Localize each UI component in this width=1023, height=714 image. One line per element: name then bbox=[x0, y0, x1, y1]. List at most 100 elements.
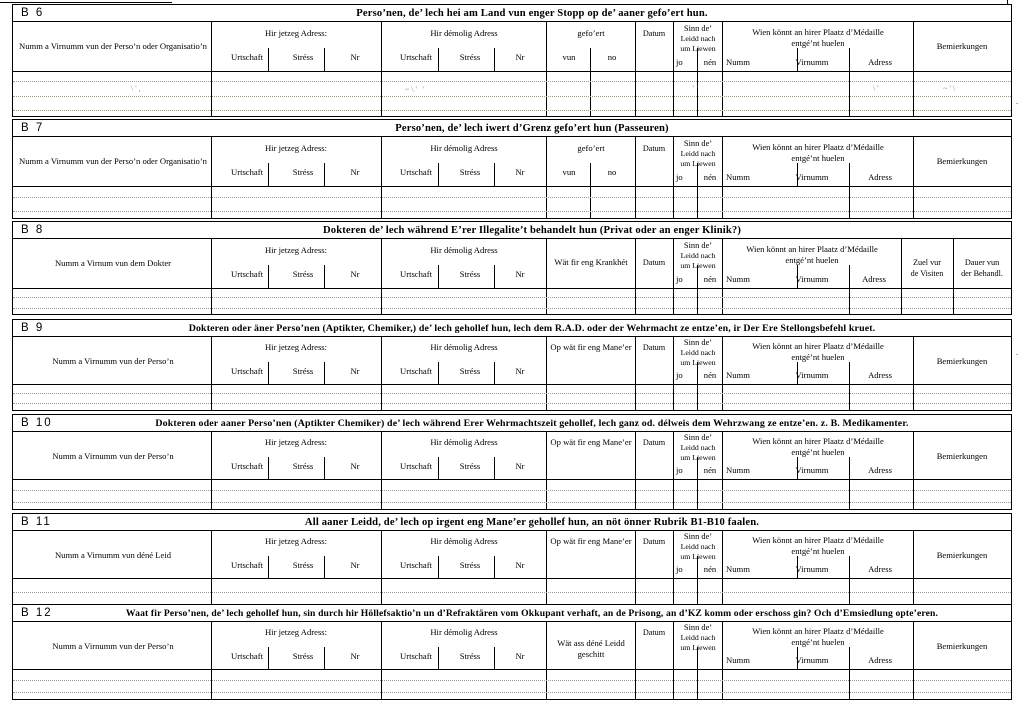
col-locality: Urtschaft bbox=[231, 167, 263, 177]
rule bbox=[635, 137, 636, 186]
medal-line2: entgé’nt huelen bbox=[791, 447, 845, 457]
rule bbox=[494, 48, 495, 71]
col-medal-name: Numm bbox=[726, 172, 750, 182]
section-b11-title-bar: B 11 All aaner Leidd, de’ lech op irgent… bbox=[13, 514, 1011, 531]
section-b8-code: B 8 bbox=[21, 224, 45, 236]
col-street: Stréss bbox=[292, 651, 314, 661]
col-medal-firstname: Virnumm bbox=[795, 172, 829, 182]
medal-line1: Wien könnt an hirer Plaatz d’Médaille bbox=[752, 535, 884, 545]
rule bbox=[849, 265, 850, 288]
col-then-address: Hir démolig Adress bbox=[430, 342, 498, 352]
rule bbox=[635, 579, 636, 604]
rule bbox=[697, 647, 698, 669]
rule bbox=[211, 137, 212, 186]
rule bbox=[381, 670, 382, 699]
col-locality: Urtschaft bbox=[231, 560, 263, 570]
sense-line1: Sinn de’ bbox=[683, 623, 713, 632]
col-manner: Op wät fir eng Mane’er bbox=[550, 437, 632, 447]
col-locality: Urtschaft bbox=[400, 651, 432, 661]
guide-rule bbox=[13, 197, 1011, 198]
section-b12-entry-rows[interactable] bbox=[13, 670, 1011, 699]
section-b10-entry-rows[interactable] bbox=[13, 480, 1011, 509]
section-b9-code: B 9 bbox=[21, 322, 45, 334]
col-sense-no: nén bbox=[703, 57, 717, 67]
rule bbox=[546, 432, 547, 479]
rule bbox=[546, 239, 547, 288]
col-street: Stréss bbox=[292, 269, 314, 279]
section-b7-title: Perso’nen, de’ lech iwert d’Grenz gefo’e… bbox=[395, 122, 669, 134]
rule bbox=[635, 187, 636, 219]
rule bbox=[673, 239, 674, 288]
col-remarks: Bemierkungen bbox=[936, 451, 988, 461]
col-locality: Urtschaft bbox=[231, 52, 263, 62]
col-medal: Wien könnt an hirer Plaatz d’Médaille en… bbox=[724, 142, 912, 164]
section-b6-entry-rows[interactable]: \ ' , ~ \ ' ' ' ' \ ' ~ ' \ bbox=[13, 72, 1011, 117]
section-b7-entry-rows[interactable] bbox=[13, 187, 1011, 219]
col-sense: Sinn de’ Leidd nach um Liewen bbox=[674, 532, 722, 562]
sense-line1: Sinn de’ bbox=[683, 241, 713, 250]
rule bbox=[590, 187, 591, 219]
handwriting-mark: \ ' bbox=[873, 84, 879, 93]
rule bbox=[697, 556, 698, 578]
rule bbox=[381, 239, 382, 288]
col-street: Stréss bbox=[459, 366, 481, 376]
col-medal-name: Numm bbox=[726, 655, 750, 665]
col-number: Nr bbox=[515, 269, 525, 279]
section-b6-header: Numm a Virnumm vun der Perso’n oder Orga… bbox=[13, 22, 1011, 72]
rule bbox=[635, 289, 636, 315]
rule bbox=[673, 187, 674, 219]
guide-rule bbox=[13, 110, 1011, 111]
rule bbox=[381, 187, 382, 219]
sense-line2: Leidd nach bbox=[680, 251, 716, 260]
col-number: Nr bbox=[350, 560, 360, 570]
rule bbox=[797, 647, 798, 669]
rule bbox=[673, 337, 674, 384]
col-now-address: Hir jetzeg Adress: bbox=[264, 437, 328, 447]
section-b11-entry-rows[interactable] bbox=[13, 579, 1011, 604]
col-now-address: Hir jetzeg Adress: bbox=[264, 342, 328, 352]
guide-rule bbox=[13, 692, 1011, 693]
section-b6-title-bar: B 6 Perso’nen, de’ lech hei am Land vun … bbox=[13, 5, 1011, 22]
rule bbox=[849, 362, 850, 384]
col-date: Datum bbox=[642, 144, 666, 153]
col-number: Nr bbox=[350, 52, 360, 62]
section-b11-header: Numm a Virnumm vun déné Leid Hir jetzeg … bbox=[13, 531, 1011, 579]
sense-line1: Sinn de’ bbox=[683, 433, 713, 442]
rule bbox=[268, 362, 269, 384]
section-b8-title-bar: B 8 Dokteren de’ lech während E’rer Ille… bbox=[13, 222, 1011, 239]
col-medal: Wien könnt an hirer Plaatz d’Médaille en… bbox=[724, 535, 912, 557]
section-b10-code: B 10 bbox=[21, 417, 53, 429]
rule bbox=[494, 362, 495, 384]
what-happened-line1: Wät ass déné Leidd bbox=[557, 638, 625, 648]
rule bbox=[913, 480, 914, 509]
col-sense-yes: jo bbox=[676, 370, 683, 380]
col-locality: Urtschaft bbox=[400, 366, 432, 376]
section-b7: B 7 Perso’nen, de’ lech iwert d’Grenz ge… bbox=[12, 119, 1012, 219]
rule bbox=[438, 265, 439, 288]
section-b9-entry-rows[interactable] bbox=[13, 385, 1011, 410]
medal-line2: entgé’nt huelen bbox=[791, 546, 845, 556]
rule bbox=[211, 289, 212, 315]
col-street: Stréss bbox=[292, 461, 314, 471]
col-medal-name: Numm bbox=[726, 465, 750, 475]
rule bbox=[673, 22, 674, 71]
rule bbox=[722, 670, 723, 699]
sense-line2: Leidd nach bbox=[680, 34, 716, 43]
section-b12-header: Numm a Virnumm vun der Perso’n Hir jetze… bbox=[13, 622, 1011, 670]
sense-line2: Leidd nach bbox=[680, 348, 716, 357]
rule bbox=[635, 480, 636, 509]
section-b11: B 11 All aaner Leidd, de’ lech op irgent… bbox=[12, 513, 1012, 605]
rule bbox=[722, 72, 723, 117]
col-sense-no: nén bbox=[703, 564, 717, 574]
section-b8-entry-rows[interactable] bbox=[13, 289, 1011, 315]
rule bbox=[546, 531, 547, 578]
rule bbox=[722, 622, 723, 669]
section-b10-header: Numm a Virnumm vun der Perso’n Hir jetze… bbox=[13, 432, 1011, 480]
section-b8: B 8 Dokteren de’ lech während E’rer Ille… bbox=[12, 221, 1012, 315]
treat-dur-line1: Dauer vun bbox=[964, 258, 1000, 267]
rule bbox=[722, 579, 723, 604]
medal-line2: entgé’nt huelen bbox=[785, 255, 839, 265]
col-sense-no: nén bbox=[703, 274, 717, 284]
rule bbox=[381, 622, 382, 669]
rule bbox=[722, 187, 723, 219]
